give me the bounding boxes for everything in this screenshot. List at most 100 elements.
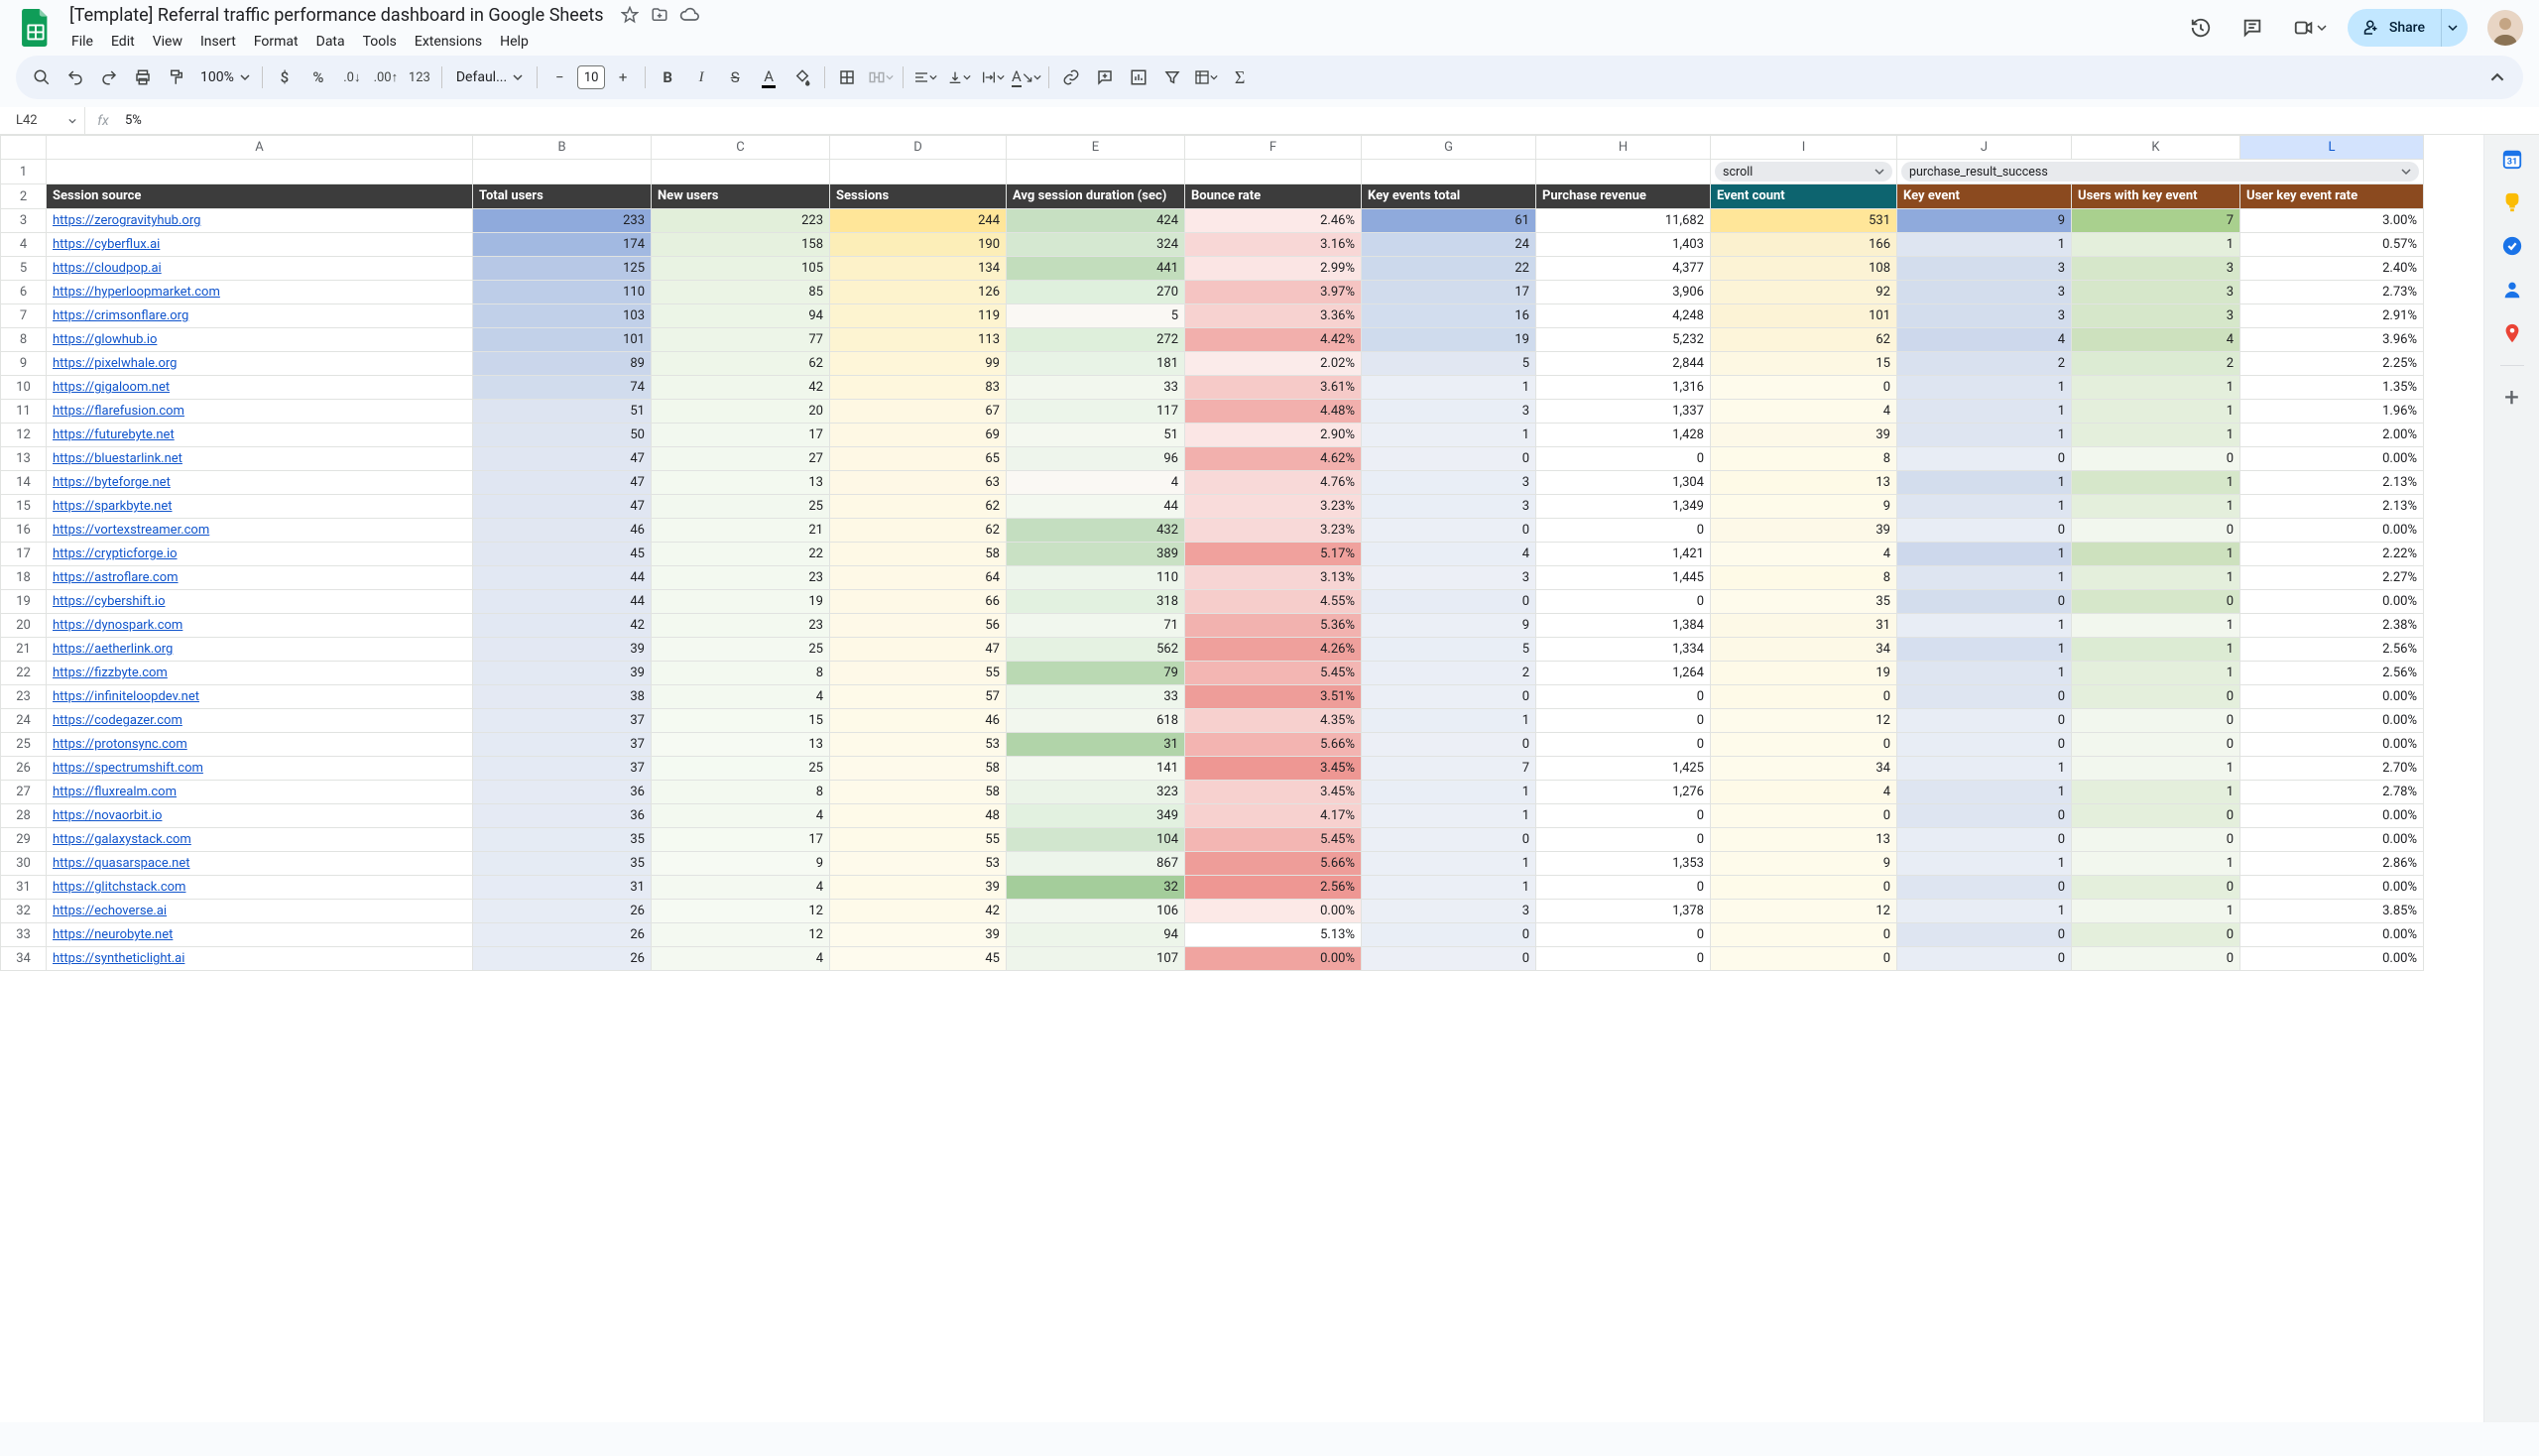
cell-F26[interactable]: 3.45%	[1185, 757, 1362, 781]
cell-E32[interactable]: 106	[1007, 900, 1185, 923]
cell-L14[interactable]: 2.13%	[2240, 471, 2424, 495]
cell-F16[interactable]: 3.23%	[1185, 519, 1362, 543]
cell-J7[interactable]: 3	[1897, 304, 2072, 328]
cell-K16[interactable]: 0	[2072, 519, 2240, 543]
cell-C29[interactable]: 17	[652, 828, 830, 852]
row-header-4[interactable]: 4	[1, 233, 47, 257]
cell-D10[interactable]: 83	[830, 376, 1007, 400]
meet-icon[interactable]	[2284, 8, 2336, 48]
cell-E30[interactable]: 867	[1007, 852, 1185, 876]
cell-I13[interactable]: 8	[1711, 447, 1897, 471]
cell-H32[interactable]: 1,378	[1536, 900, 1711, 923]
cell-G7[interactable]: 16	[1362, 304, 1536, 328]
cell-K27[interactable]: 1	[2072, 781, 2240, 804]
cell-K22[interactable]: 1	[2072, 662, 2240, 685]
font-size-increase[interactable]: +	[607, 61, 639, 93]
cell-E20[interactable]: 71	[1007, 614, 1185, 638]
cell-F34[interactable]: 0.00%	[1185, 947, 1362, 971]
cell-H31[interactable]: 0	[1536, 876, 1711, 900]
share-button[interactable]: Share	[2348, 9, 2441, 47]
percent-icon[interactable]: %	[302, 61, 334, 93]
cell-A30[interactable]: https://quasarspace.net	[47, 852, 473, 876]
cell-D20[interactable]: 56	[830, 614, 1007, 638]
cell-H17[interactable]: 1,421	[1536, 543, 1711, 566]
cell-K26[interactable]: 1	[2072, 757, 2240, 781]
collapse-toolbar-icon[interactable]	[2481, 61, 2513, 93]
cell-B22[interactable]: 39	[473, 662, 652, 685]
cell-G11[interactable]: 3	[1362, 400, 1536, 424]
cell-J5[interactable]: 3	[1897, 257, 2072, 281]
cell-D22[interactable]: 55	[830, 662, 1007, 685]
cell-D7[interactable]: 119	[830, 304, 1007, 328]
cell-C30[interactable]: 9	[652, 852, 830, 876]
cell-A18[interactable]: https://astroflare.com	[47, 566, 473, 590]
row-header-29[interactable]: 29	[1, 828, 47, 852]
cell-I6[interactable]: 92	[1711, 281, 1897, 304]
cell-D18[interactable]: 64	[830, 566, 1007, 590]
row-header-2[interactable]: 2	[1, 184, 47, 209]
row-header-15[interactable]: 15	[1, 495, 47, 519]
cell-B25[interactable]: 37	[473, 733, 652, 757]
cell-D14[interactable]: 63	[830, 471, 1007, 495]
row-header-14[interactable]: 14	[1, 471, 47, 495]
cell-I14[interactable]: 13	[1711, 471, 1897, 495]
cell-H30[interactable]: 1,353	[1536, 852, 1711, 876]
cell-I30[interactable]: 9	[1711, 852, 1897, 876]
cell-F6[interactable]: 3.97%	[1185, 281, 1362, 304]
cell-K34[interactable]: 0	[2072, 947, 2240, 971]
cell-K18[interactable]: 1	[2072, 566, 2240, 590]
cell-H12[interactable]: 1,428	[1536, 424, 1711, 447]
cell-L19[interactable]: 0.00%	[2240, 590, 2424, 614]
cell-F3[interactable]: 2.46%	[1185, 209, 1362, 233]
cell-L34[interactable]: 0.00%	[2240, 947, 2424, 971]
print-icon[interactable]	[127, 61, 159, 93]
cell-E14[interactable]: 4	[1007, 471, 1185, 495]
cell-J19[interactable]: 0	[1897, 590, 2072, 614]
cell-C4[interactable]: 158	[652, 233, 830, 257]
cell-H16[interactable]: 0	[1536, 519, 1711, 543]
cell-K24[interactable]: 0	[2072, 709, 2240, 733]
cell-E29[interactable]: 104	[1007, 828, 1185, 852]
cell-A16[interactable]: https://vortexstreamer.com	[47, 519, 473, 543]
row-header-21[interactable]: 21	[1, 638, 47, 662]
row-header-31[interactable]: 31	[1, 876, 47, 900]
cell-B28[interactable]: 36	[473, 804, 652, 828]
cell-J8[interactable]: 4	[1897, 328, 2072, 352]
strikethrough-icon[interactable]: S	[719, 61, 751, 93]
cell-G13[interactable]: 0	[1362, 447, 1536, 471]
cell-F5[interactable]: 2.99%	[1185, 257, 1362, 281]
cell-C19[interactable]: 19	[652, 590, 830, 614]
row-header-19[interactable]: 19	[1, 590, 47, 614]
cell-L26[interactable]: 2.70%	[2240, 757, 2424, 781]
cell-G14[interactable]: 3	[1362, 471, 1536, 495]
cell-C11[interactable]: 20	[652, 400, 830, 424]
row-header-25[interactable]: 25	[1, 733, 47, 757]
cell-I28[interactable]: 0	[1711, 804, 1897, 828]
cell-F7[interactable]: 3.36%	[1185, 304, 1362, 328]
cell-A22[interactable]: https://fizzbyte.com	[47, 662, 473, 685]
cell-D33[interactable]: 39	[830, 923, 1007, 947]
cell-E26[interactable]: 141	[1007, 757, 1185, 781]
cell-L13[interactable]: 0.00%	[2240, 447, 2424, 471]
row-header-12[interactable]: 12	[1, 424, 47, 447]
cell-B16[interactable]: 46	[473, 519, 652, 543]
cell-D9[interactable]: 99	[830, 352, 1007, 376]
cell-J3[interactable]: 9	[1897, 209, 2072, 233]
cell-E16[interactable]: 432	[1007, 519, 1185, 543]
cell-F12[interactable]: 2.90%	[1185, 424, 1362, 447]
cell-F10[interactable]: 3.61%	[1185, 376, 1362, 400]
cell-E33[interactable]: 94	[1007, 923, 1185, 947]
cell-G23[interactable]: 0	[1362, 685, 1536, 709]
cell-K32[interactable]: 1	[2072, 900, 2240, 923]
cell-K8[interactable]: 4	[2072, 328, 2240, 352]
cell-A8[interactable]: https://glowhub.io	[47, 328, 473, 352]
cell-F28[interactable]: 4.17%	[1185, 804, 1362, 828]
cell-E25[interactable]: 31	[1007, 733, 1185, 757]
cell-E12[interactable]: 51	[1007, 424, 1185, 447]
cell-I16[interactable]: 39	[1711, 519, 1897, 543]
insert-comment-icon[interactable]	[1089, 61, 1121, 93]
more-formats-icon[interactable]: 123	[404, 61, 435, 93]
cell-B9[interactable]: 89	[473, 352, 652, 376]
cell-L11[interactable]: 1.96%	[2240, 400, 2424, 424]
cell-H11[interactable]: 1,337	[1536, 400, 1711, 424]
